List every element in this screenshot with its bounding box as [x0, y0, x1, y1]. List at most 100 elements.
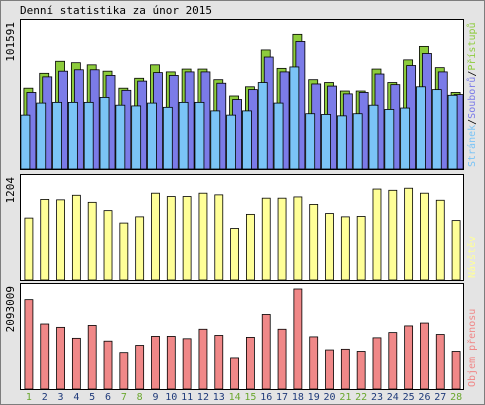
bar-transfer-transfer-day-5 [87, 325, 97, 390]
bar-transfer-transfer-day-18 [293, 288, 303, 390]
bar-visits-visits-day-28 [451, 220, 461, 281]
bar-requests-pages-day-6 [99, 97, 110, 170]
bar-requests-pages-day-21 [336, 115, 347, 170]
bar-transfer-transfer-day-23 [372, 337, 382, 390]
bar-requests-pages-day-5 [83, 101, 94, 170]
bar-visits-visits-day-25 [404, 187, 414, 281]
bar-visits-visits-day-2 [40, 199, 50, 281]
scale-label-requests: 101591 [4, 22, 17, 62]
day-label-23: 23 [371, 392, 383, 403]
bar-requests-pages-day-14 [226, 114, 236, 170]
day-label-13: 13 [213, 392, 225, 403]
day-label-19: 19 [308, 392, 320, 403]
bar-visits-visits-day-20 [325, 213, 334, 281]
bar-visits-visits-day-3 [56, 199, 65, 281]
bar-requests-pages-day-20 [321, 114, 331, 170]
bar-transfer-transfer-day-7 [119, 352, 129, 390]
day-label-16: 16 [260, 392, 272, 403]
bar-visits-visits-day-4 [71, 194, 81, 281]
bar-transfer-transfer-day-19 [309, 336, 319, 390]
bar-transfer-transfer-day-26 [420, 322, 429, 390]
bar-requests-pages-day-15 [242, 110, 252, 170]
day-label-6: 6 [105, 392, 111, 403]
bar-requests-pages-day-2 [36, 102, 47, 170]
bar-transfer-transfer-day-21 [340, 348, 350, 390]
bar-visits-visits-day-9 [151, 192, 160, 281]
chart-title: Denní statistika za únor 2015 [20, 4, 212, 17]
bar-requests-pages-day-13 [210, 110, 221, 170]
bar-visits-visits-day-1 [24, 217, 34, 281]
bar-transfer-transfer-day-3 [56, 326, 65, 390]
bar-transfer-transfer-day-28 [451, 351, 461, 390]
bar-transfer-transfer-day-13 [214, 335, 224, 390]
bar-requests-pages-day-19 [305, 113, 316, 170]
bar-transfer-transfer-day-10 [166, 336, 176, 390]
bar-visits-visits-day-8 [135, 216, 145, 281]
bar-visits-visits-day-6 [103, 210, 113, 281]
day-label-15: 15 [244, 392, 256, 403]
bar-transfer-transfer-day-27 [435, 334, 445, 390]
bar-requests-pages-day-10 [162, 106, 173, 170]
bar-requests-pages-day-12 [194, 101, 205, 170]
legend-transfer: Objem přenosu [466, 309, 478, 387]
bar-requests-pages-day-17 [273, 102, 284, 170]
bar-visits-visits-day-5 [87, 201, 97, 281]
day-label-26: 26 [418, 392, 430, 403]
day-label-17: 17 [276, 392, 288, 403]
bar-visits-visits-day-15 [246, 213, 255, 281]
bar-visits-visits-day-13 [214, 194, 224, 281]
day-label-11: 11 [181, 392, 193, 403]
day-label-7: 7 [121, 392, 127, 403]
bar-transfer-transfer-day-8 [135, 345, 145, 390]
bar-requests-pages-day-18 [289, 66, 300, 170]
day-label-25: 25 [403, 392, 415, 403]
day-label-12: 12 [197, 392, 209, 403]
bar-visits-visits-day-10 [166, 196, 176, 281]
day-label-1: 1 [26, 392, 32, 403]
day-label-9: 9 [152, 392, 158, 403]
bar-requests-pages-day-24 [384, 109, 395, 170]
day-label-24: 24 [387, 392, 399, 403]
bar-transfer-transfer-day-15 [246, 336, 255, 390]
bar-visits-visits-day-27 [435, 199, 445, 281]
bar-transfer-transfer-day-2 [40, 323, 50, 390]
day-label-20: 20 [323, 392, 335, 403]
bar-requests-pages-day-3 [52, 101, 62, 170]
bar-requests-pages-day-16 [257, 82, 268, 170]
bar-requests-pages-day-27 [431, 89, 442, 170]
bar-requests-pages-day-1 [20, 114, 31, 170]
day-label-3: 3 [58, 392, 64, 403]
day-label-8: 8 [137, 392, 143, 403]
bar-visits-visits-day-12 [198, 192, 208, 281]
legend-visits: Návštěv [466, 236, 478, 278]
bar-transfer-transfer-day-24 [388, 332, 398, 390]
panels-group: 101591Stránek/Souborů/Přístupů1204Návště… [4, 19, 478, 390]
bar-transfer-transfer-day-22 [356, 351, 366, 390]
bar-transfer-transfer-day-6 [103, 340, 113, 390]
day-label-4: 4 [73, 392, 79, 403]
bar-transfer-transfer-day-25 [404, 325, 414, 390]
bar-requests-pages-day-8 [131, 105, 142, 170]
day-label-22: 22 [355, 392, 367, 403]
day-label-2: 2 [42, 392, 48, 403]
bar-requests-pages-day-26 [416, 86, 426, 170]
bar-requests-pages-day-28 [447, 94, 458, 170]
bar-visits-visits-day-19 [309, 204, 319, 281]
day-label-27: 27 [434, 392, 446, 403]
day-labels-group: 1 2 3 4 5 6 7 8 9 10 11 12 13 14 15 16 17 18 19 20 21 22 23 24 2… [26, 392, 462, 403]
bar-transfer-transfer-day-4 [71, 337, 81, 390]
bar-transfer-transfer-day-17 [277, 328, 287, 390]
bar-visits-visits-day-18 [293, 196, 303, 281]
bar-requests-pages-day-11 [178, 101, 189, 170]
bar-visits-visits-day-7 [119, 222, 129, 281]
bar-requests-pages-day-25 [400, 107, 411, 170]
bar-visits-visits-day-21 [340, 216, 350, 281]
bar-transfer-transfer-day-14 [230, 357, 239, 390]
bar-requests-pages-day-23 [368, 104, 379, 170]
bar-visits-visits-day-26 [420, 192, 429, 281]
bar-transfer-transfer-day-1 [24, 299, 34, 390]
bar-transfer-transfer-day-9 [151, 336, 160, 390]
panel-transfer: 2093009 Objem přenosu [4, 283, 478, 390]
